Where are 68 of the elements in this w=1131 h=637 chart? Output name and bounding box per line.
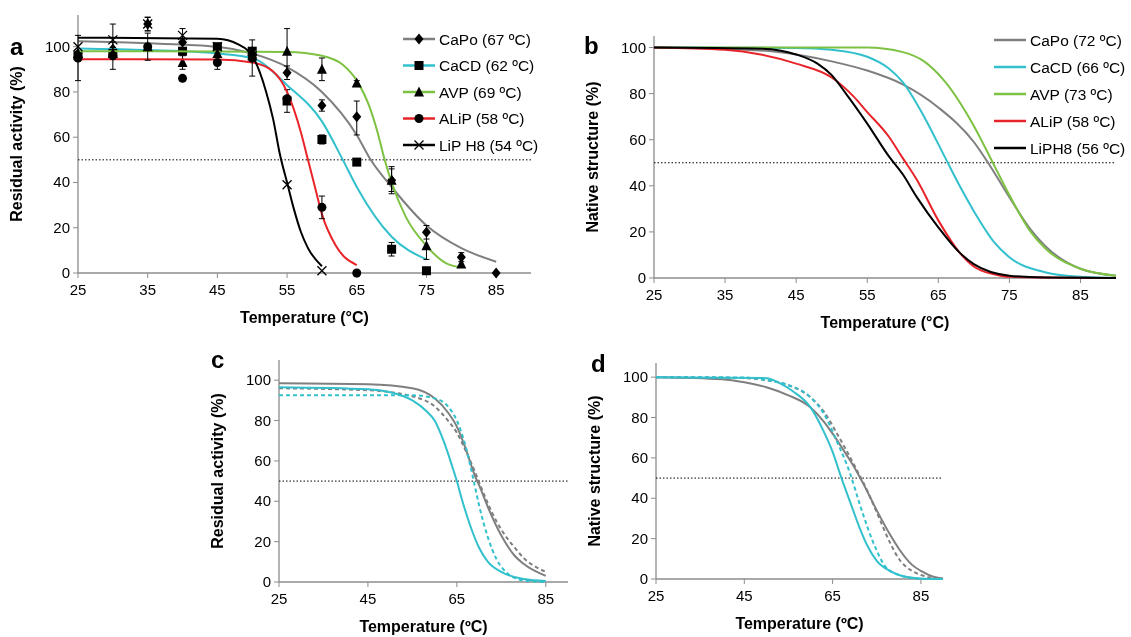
y-axis-title: Residual activity (%) xyxy=(8,66,25,222)
x-tick-label: 45 xyxy=(359,590,377,607)
x-tick-label: 55 xyxy=(858,286,876,303)
y-tick-label: 40 xyxy=(629,176,646,194)
x-tick-label: 25 xyxy=(645,286,663,303)
y-tick-label: 100 xyxy=(622,368,648,386)
x-tick-label: 75 xyxy=(418,281,435,298)
x-tick-label: 85 xyxy=(487,281,505,298)
x-tick-label: 65 xyxy=(448,590,466,607)
x-tick-label: 75 xyxy=(1001,286,1018,303)
y-tick-label: 80 xyxy=(629,84,646,102)
x-tick-label: 85 xyxy=(537,590,555,607)
y-axis-title: Native structure (%) xyxy=(586,395,603,547)
chart-title: c xyxy=(211,346,225,373)
y-tick-label: 60 xyxy=(254,451,271,469)
y-tick-label: 100 xyxy=(245,371,271,389)
text: a xyxy=(10,33,24,60)
x-axis-title: Temperature (ºC) xyxy=(735,615,864,632)
y-axis-title: Residual activity (%) xyxy=(209,393,226,549)
y-tick-label: 40 xyxy=(53,173,70,191)
y-tick-label: 40 xyxy=(631,489,648,507)
x-axis-title: Temperature (ºC) xyxy=(359,618,488,635)
y-tick-label: 100 xyxy=(620,38,646,56)
y-tick-label: 0 xyxy=(61,264,70,281)
y-tick-label: 20 xyxy=(629,222,646,240)
x-tick-label: 45 xyxy=(787,286,805,303)
y-tick-label: 0 xyxy=(262,573,271,590)
y-tick-label: 80 xyxy=(631,408,648,426)
x-tick-label: 65 xyxy=(348,281,366,298)
y-tick-label: 100 xyxy=(44,37,70,55)
legend-label: CaPo (67 ºC) xyxy=(439,30,531,48)
x-tick-label: 35 xyxy=(139,281,157,298)
chart-title: b xyxy=(584,32,599,59)
y-tick-label: 20 xyxy=(254,532,271,550)
legend-label: CaCD (66 ºC) xyxy=(1030,58,1126,76)
y-tick-label: 40 xyxy=(254,492,271,510)
y-tick-label: 60 xyxy=(631,448,648,466)
legend-label: LiP H8 (54 ºC) xyxy=(439,136,539,154)
x-tick-label: 25 xyxy=(69,281,87,298)
x-tick-label: 65 xyxy=(824,587,841,604)
legend-label: CaPo (72 ºC) xyxy=(1030,31,1122,49)
legend-label: AVP (69 ºC) xyxy=(439,83,522,101)
y-tick-label: 80 xyxy=(254,411,271,429)
y-tick-label: 20 xyxy=(53,218,70,236)
y-tick-label: 60 xyxy=(53,128,70,146)
x-axis-title: Temperature (°C) xyxy=(820,314,950,331)
legend-label: CaCD (62 ºC) xyxy=(439,57,535,74)
y-tick-label: 20 xyxy=(631,529,648,547)
x-tick-label: 45 xyxy=(735,587,753,604)
legend-label: LiPH8 (56 ºC) xyxy=(1030,139,1126,157)
legend-label: ALiP (58 ºC) xyxy=(1030,112,1116,130)
x-tick-label: 85 xyxy=(1072,286,1089,303)
y-tick-label: 0 xyxy=(639,570,648,587)
x-tick-label: 35 xyxy=(716,286,734,303)
x-axis-title: Temperature (°C) xyxy=(240,309,369,326)
x-tick-label: 25 xyxy=(647,587,665,604)
x-tick-label: 65 xyxy=(929,286,947,303)
x-tick-label: 85 xyxy=(912,587,930,604)
y-axis-title: Native structure (%) xyxy=(584,81,601,233)
x-tick-label: 55 xyxy=(278,281,296,298)
legend-label: ALiP (58 ºC) xyxy=(439,110,525,127)
chart-title: d xyxy=(591,350,606,377)
x-tick-label: 45 xyxy=(209,281,226,298)
y-tick-label: 80 xyxy=(53,82,70,100)
y-tick-label: 0 xyxy=(637,269,646,286)
legend-label: AVP (73 ºC) xyxy=(1030,85,1113,103)
x-tick-label: 25 xyxy=(270,590,288,607)
y-tick-label: 60 xyxy=(629,130,646,148)
